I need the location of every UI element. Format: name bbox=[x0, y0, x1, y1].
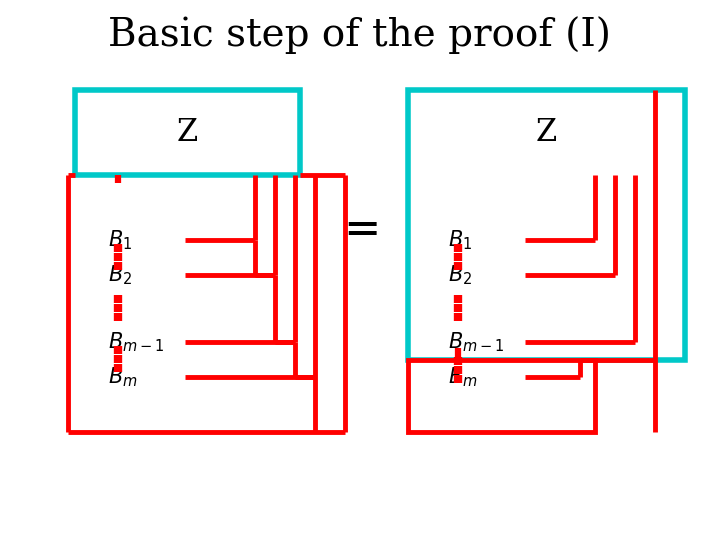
Bar bbox=[75, 90, 300, 175]
Text: $B_{m-1}$: $B_{m-1}$ bbox=[108, 330, 164, 354]
Text: Basic step of the proof (I): Basic step of the proof (I) bbox=[109, 16, 611, 54]
Text: =: = bbox=[343, 208, 381, 252]
Text: $B_{m-1}$: $B_{m-1}$ bbox=[448, 330, 505, 354]
Text: Z: Z bbox=[177, 117, 198, 148]
Text: $B_m$: $B_m$ bbox=[448, 365, 477, 389]
Text: $B_1$: $B_1$ bbox=[108, 228, 132, 252]
Text: $B_2$: $B_2$ bbox=[108, 263, 132, 287]
Text: Z: Z bbox=[536, 117, 557, 148]
Bar bbox=[408, 90, 685, 360]
Text: $B_2$: $B_2$ bbox=[448, 263, 472, 287]
Bar bbox=[408, 360, 595, 432]
Text: $B_1$: $B_1$ bbox=[448, 228, 472, 252]
Text: $B_m$: $B_m$ bbox=[108, 365, 138, 389]
